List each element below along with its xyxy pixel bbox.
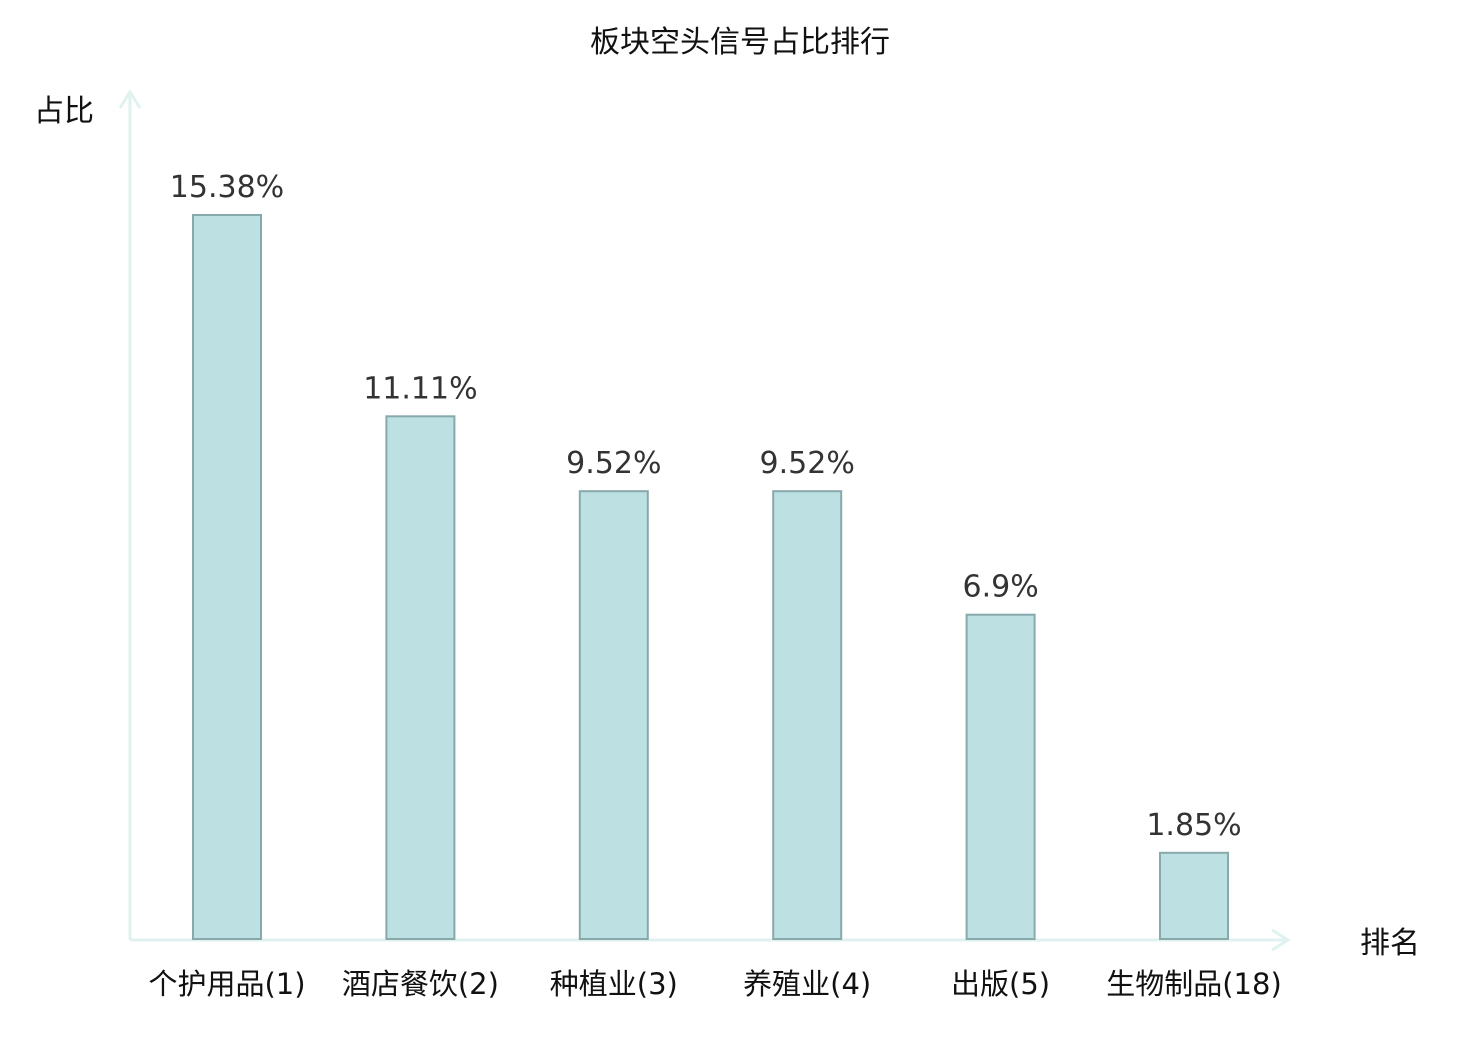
y-axis-label: 占比: [34, 94, 94, 129]
x-tick-label: 生物制品(18): [1106, 967, 1282, 1001]
bar-value-label: 6.9%: [962, 570, 1038, 605]
bar: [965, 613, 1036, 940]
x-axis-arrow: [1271, 928, 1291, 952]
bar-value-label: 9.52%: [760, 446, 855, 481]
bar: [385, 415, 456, 940]
x-axis-label: 排名: [1360, 926, 1420, 961]
x-tick-label: 个护用品(1): [148, 967, 305, 1001]
data-labels: 15.38% 11.11% 9.52% 9.52% 6.9% 1.85%: [170, 170, 1242, 843]
bar: [1159, 851, 1229, 940]
bar-value-label: 9.52%: [566, 446, 661, 481]
bar: [578, 490, 649, 940]
bar: [192, 214, 262, 940]
axes: [118, 89, 1291, 952]
bar: [772, 490, 843, 940]
x-tick-label: 种植业(3): [550, 967, 678, 1001]
y-axis-arrow: [118, 89, 142, 109]
x-tick-label: 酒店餐饮(2): [342, 967, 499, 1001]
bar-value-label: 11.11%: [363, 371, 477, 406]
x-tick-label: 出版(5): [951, 967, 1050, 1001]
x-tick-label: 养殖业(4): [743, 967, 871, 1001]
bar-value-label: 15.38%: [170, 170, 284, 205]
chart-title: 板块空头信号占比排行: [590, 25, 890, 60]
category-labels: 个护用品(1) 酒店餐饮(2) 种植业(3) 养殖业(4) 出版(5) 生物制品(18): [148, 967, 1281, 1001]
bar-value-label: 1.85%: [1146, 808, 1241, 843]
bars: [192, 214, 1229, 940]
